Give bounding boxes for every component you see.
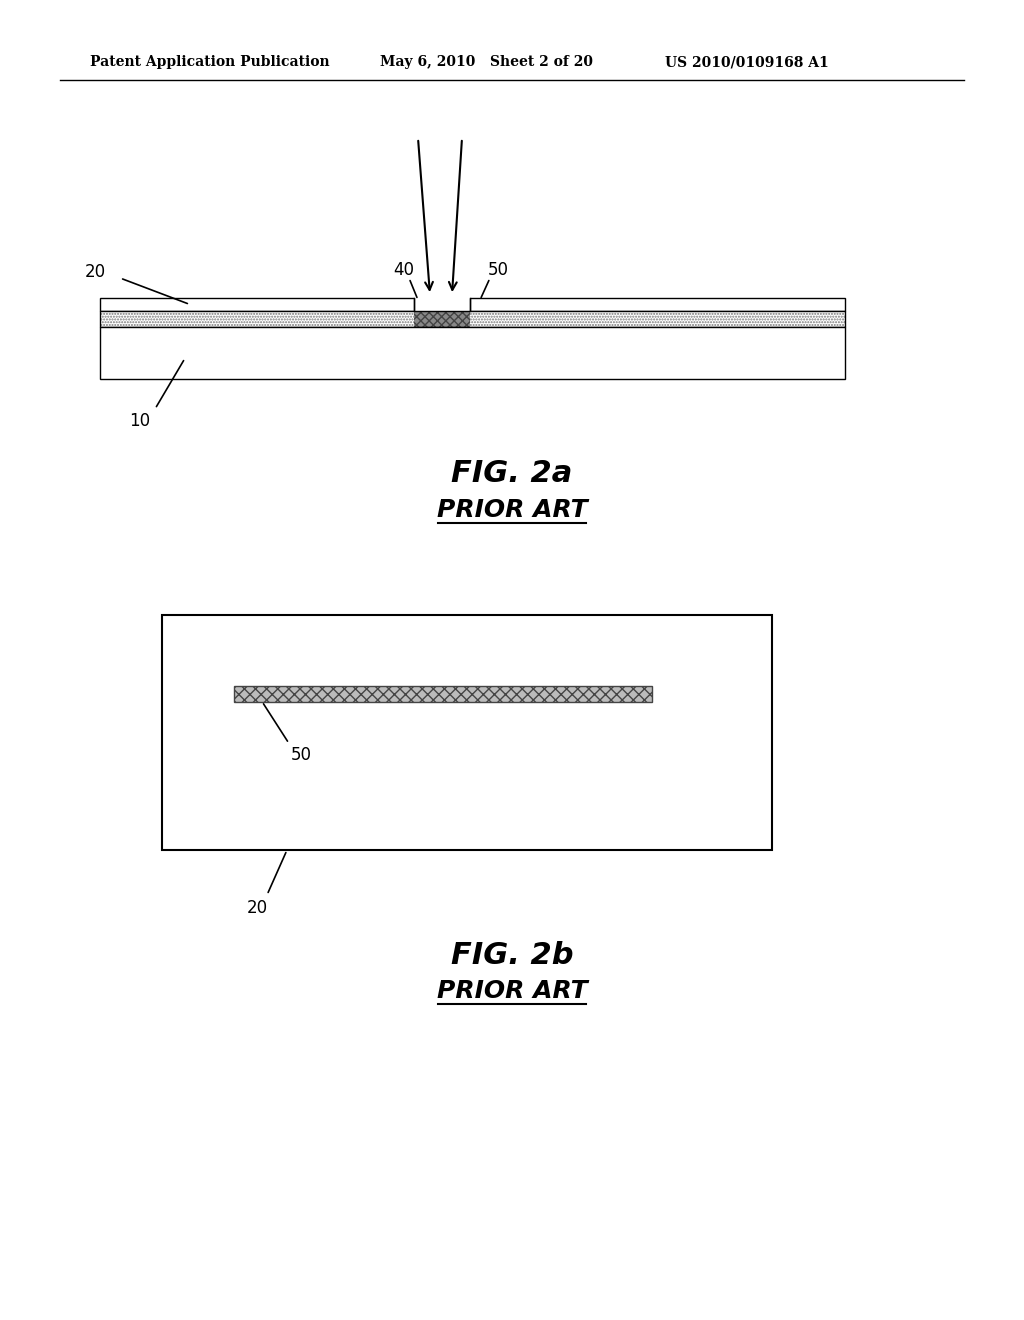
Text: PRIOR ART: PRIOR ART	[436, 498, 588, 521]
Text: 40: 40	[393, 261, 415, 279]
Text: US 2010/0109168 A1: US 2010/0109168 A1	[665, 55, 828, 69]
Bar	[162, 615, 772, 850]
Text: 20: 20	[84, 263, 105, 281]
Text: FIG. 2b: FIG. 2b	[451, 940, 573, 969]
Text: 10: 10	[129, 412, 151, 430]
Bar	[470, 312, 845, 327]
Text: 50: 50	[487, 261, 509, 279]
Text: Patent Application Publication: Patent Application Publication	[90, 55, 330, 69]
Text: FIG. 2a: FIG. 2a	[452, 459, 572, 488]
Bar	[100, 312, 845, 327]
Text: 50: 50	[291, 747, 311, 764]
Bar	[100, 312, 414, 327]
Text: May 6, 2010   Sheet 2 of 20: May 6, 2010 Sheet 2 of 20	[380, 55, 593, 69]
Bar	[234, 685, 652, 701]
Text: PRIOR ART: PRIOR ART	[436, 979, 588, 1003]
Text: 20: 20	[247, 899, 267, 917]
Bar	[470, 298, 845, 312]
Bar	[414, 312, 470, 327]
Bar	[100, 327, 845, 379]
Bar	[100, 298, 414, 312]
